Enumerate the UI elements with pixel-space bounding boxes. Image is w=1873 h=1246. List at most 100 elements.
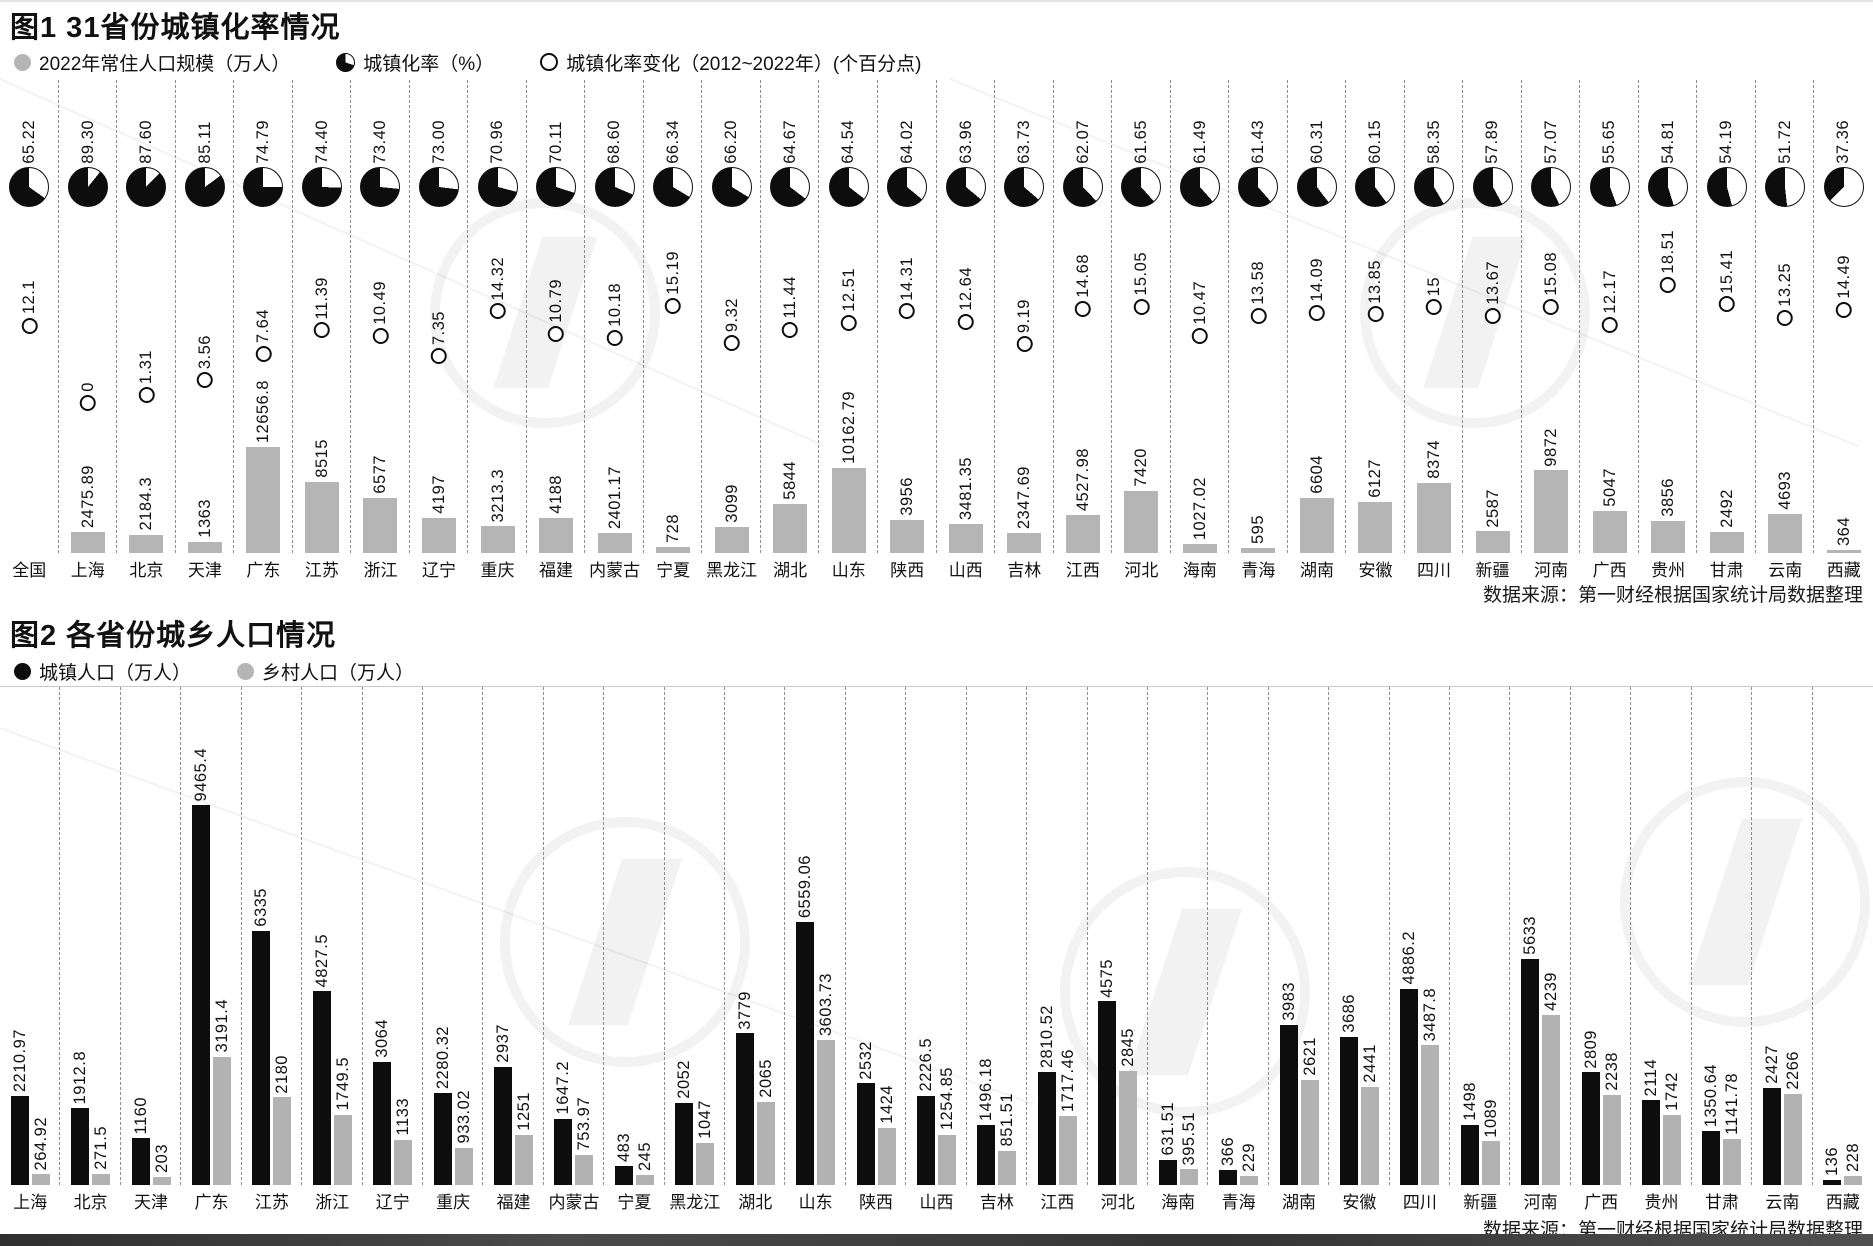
rate-change-ring-icon	[1777, 310, 1794, 327]
urbanization-pie-icon	[67, 167, 108, 207]
chart1-column: 73.40 10.49 6577 浙江	[351, 78, 410, 583]
rural-population-bar	[212, 1056, 231, 1185]
population-bar-area: 3213.3	[468, 439, 527, 553]
legend-label: 乡村人口（万人）	[262, 662, 415, 684]
rural-population-bar	[575, 1154, 594, 1185]
rate-change-ring-icon	[665, 297, 682, 314]
population-bar	[1065, 515, 1100, 553]
rate-label-area: 63.96	[957, 78, 975, 164]
rate-label-area: 60.31	[1308, 78, 1326, 164]
rate-change-scatter-area: 3.56	[176, 207, 235, 439]
rural-population-value: 2238	[1602, 1052, 1621, 1092]
urbanization-rate-value: 68.60	[605, 120, 624, 164]
urban-bar-wrap: 483	[615, 687, 633, 1185]
rural-bar-wrap: 753.97	[575, 687, 594, 1185]
urbanization-pie-icon	[126, 167, 167, 207]
rate-change-ring-icon	[723, 335, 740, 352]
chart1-column: 63.73 9.19 2347.69 吉林	[995, 78, 1054, 583]
urban-population-bar	[977, 1124, 996, 1185]
bar-pair: 6559.06 3603.73	[785, 687, 845, 1185]
chart2-column: 1160 203 天津	[121, 687, 182, 1215]
rural-bar-wrap: 1749.5	[334, 687, 352, 1185]
chart1-section: 图1 31省份城镇化率情况 2022年常住人口规模（万人） 城镇化率（%） 城镇…	[0, 0, 1873, 606]
bar-pair: 4827.5 1749.5	[302, 687, 362, 1185]
bar-pair: 3686 2441	[1329, 687, 1389, 1185]
population-bar	[421, 517, 456, 553]
population-bar	[480, 526, 515, 553]
urban-bar-wrap: 2052	[675, 687, 694, 1185]
urbanization-pie-icon	[1531, 167, 1572, 207]
chart1-title: 图1 31省份城镇化率情况	[10, 12, 341, 44]
urban-population-value: 6335	[252, 887, 271, 927]
rate-label-area: 70.96	[488, 78, 506, 164]
chart1-column: 87.60 1.31 2184.3 北京	[117, 78, 176, 583]
population-bar-area: 7420	[1112, 439, 1171, 553]
rate-change-scatter-area: 15.19	[644, 207, 703, 439]
rural-population-bar	[756, 1102, 775, 1185]
population-bar	[597, 532, 632, 553]
rural-population-bar	[817, 1040, 836, 1185]
urban-population-value: 2280.32	[433, 1026, 452, 1090]
rate-label-area: 61.49	[1191, 78, 1209, 164]
rural-bar-wrap: 2180	[273, 687, 292, 1185]
rural-population-bar	[1119, 1070, 1138, 1185]
population-value: 595	[1249, 515, 1268, 545]
category-label: 山东	[831, 560, 866, 580]
chart1-column: 37.36 14.49 364 西藏	[1814, 78, 1873, 583]
urban-population-value: 2226.5	[916, 1038, 935, 1092]
bar-pair: 6335 2180	[242, 687, 302, 1185]
bar-pair: 1647.2 753.97	[544, 687, 604, 1185]
rural-population-value: 2621	[1300, 1037, 1319, 1076]
rate-change-scatter-area: 18.51	[1639, 207, 1698, 439]
rate-change-value: 12.51	[839, 268, 858, 312]
rural-bar-wrap: 3487.8	[1421, 687, 1440, 1185]
urban-bar-wrap: 3064	[372, 687, 392, 1185]
rate-change-point: 0	[79, 382, 97, 411]
legend-label: 城镇化率变化（2012~2022年）(个百分点)	[566, 53, 922, 75]
category-label: 广东	[246, 560, 281, 580]
rate-change-ring-icon	[1016, 336, 1033, 353]
bar-pair: 2810.52 1717.46	[1027, 687, 1087, 1185]
urban-population-value: 631.51	[1158, 1102, 1177, 1156]
urbanization-rate-value: 37.36	[1834, 120, 1853, 164]
urban-bar-wrap: 3983	[1279, 687, 1298, 1185]
population-value: 4197	[429, 475, 448, 514]
urbanization-rate-value: 73.40	[371, 120, 390, 164]
population-value: 4693	[1775, 470, 1794, 510]
bar-pair: 3779 2065	[725, 687, 785, 1185]
rate-label-area: 57.89	[1483, 78, 1501, 164]
urban-population-bar	[1581, 1072, 1600, 1185]
category-label: 江苏	[254, 1192, 289, 1212]
rural-population-bar	[937, 1134, 956, 1185]
rate-change-point: 15.08	[1542, 252, 1560, 315]
rural-bar-wrap: 1089	[1482, 687, 1500, 1185]
urban-bar-wrap: 3779	[735, 687, 754, 1185]
chart2-section: 图2 各省份城乡人口情况 城镇人口（万人） 乡村人口（万人） 2210.97 26…	[0, 608, 1873, 1241]
rate-change-scatter-area: 10.49	[351, 207, 410, 439]
urban-population-bar	[1702, 1130, 1721, 1185]
urbanization-pie-icon	[1823, 167, 1864, 207]
urban-population-bar	[1460, 1124, 1479, 1185]
rural-population-value: 1141.78	[1723, 1073, 1742, 1136]
urban-population-value: 483	[614, 1132, 633, 1162]
legend-item-urban-population: 城镇人口（万人）	[14, 658, 191, 685]
population-bar-area: 8374	[1405, 439, 1464, 553]
rural-population-value: 2845	[1119, 1028, 1137, 1067]
urbanization-pie-icon	[184, 167, 225, 207]
rate-label-area: 66.20	[722, 78, 740, 164]
rate-change-point: 15.19	[664, 251, 682, 314]
population-value: 728	[663, 513, 682, 543]
urban-population-value: 3064	[372, 1019, 391, 1058]
chart2-plot-area: 2210.97 264.92 上海 1912.8 271.5 北京 1160 203 天津 946…	[0, 686, 1873, 1215]
bottom-strip	[0, 1234, 1873, 1246]
rural-population-bar	[1240, 1175, 1259, 1185]
rate-label-area: 74.40	[313, 78, 331, 164]
urbanization-rate-value: 64.54	[839, 120, 858, 164]
chart1-column: 63.96 12.64 3481.35 山西	[937, 78, 996, 583]
urban-population-value: 2937	[493, 1024, 512, 1064]
urban-bar-wrap: 2427	[1763, 687, 1781, 1185]
category-label: 西藏	[1825, 1192, 1860, 1212]
population-value: 2492	[1717, 489, 1736, 529]
rate-label-area: 64.54	[839, 78, 858, 164]
category-label: 云南	[1765, 1192, 1800, 1212]
